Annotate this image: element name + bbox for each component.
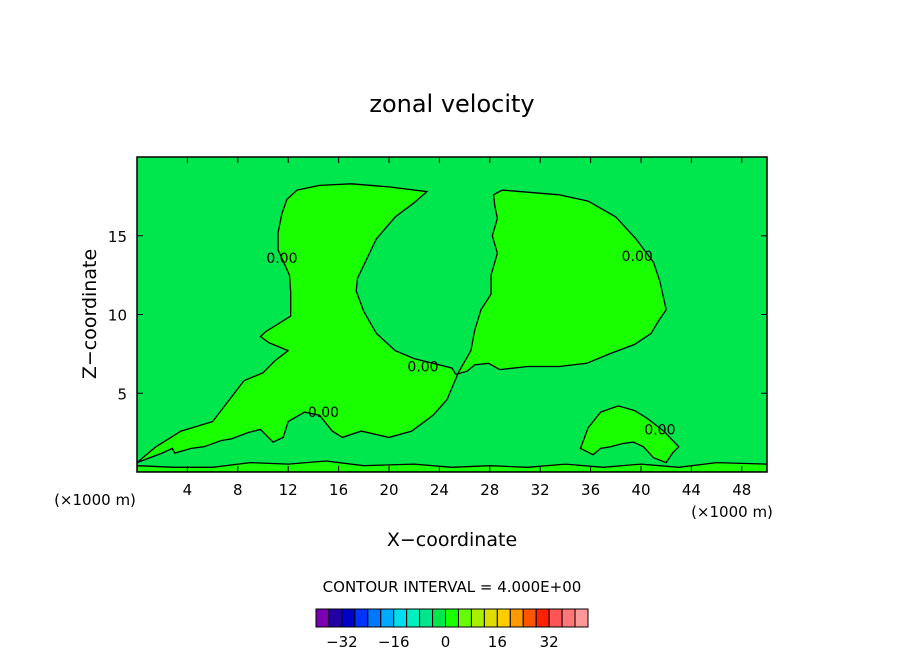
colorbar-swatch — [393, 608, 408, 628]
x-tick-label: 20 — [379, 481, 398, 499]
colorbar-swatch — [445, 608, 459, 628]
colorbar-swatch — [432, 608, 447, 628]
contour-label: 0.00 — [644, 422, 675, 438]
colorbar-swatch — [574, 608, 589, 628]
x-unit-label: (×1000 m) — [691, 503, 773, 521]
colorbar-swatch — [483, 608, 498, 628]
x-tick-label: 12 — [279, 481, 298, 499]
bottom-positive-band — [137, 460, 767, 472]
colorbar-tick-label: 16 — [488, 633, 507, 651]
colorbar-swatch — [470, 608, 485, 628]
x-tick-label: 36 — [581, 481, 600, 499]
x-tick-label: 32 — [531, 481, 550, 499]
x-tick-label: 24 — [430, 481, 449, 499]
x-tick-label: 44 — [682, 481, 701, 499]
colorbar-tick-label: 32 — [540, 633, 559, 651]
colorbar-swatch — [522, 608, 537, 628]
x-tick-label: 48 — [732, 481, 751, 499]
colorbar-swatch — [354, 608, 369, 628]
x-tick-label: 16 — [329, 481, 348, 499]
y-tick-label: 15 — [108, 228, 127, 246]
contour-label: 0.00 — [266, 251, 297, 267]
x-tick-label: 8 — [233, 481, 243, 499]
colorbar-swatch — [535, 608, 550, 628]
colorbar-swatch — [457, 608, 472, 628]
x-axis-label: X−coordinate — [387, 529, 517, 551]
y-tick-label: 5 — [117, 385, 127, 403]
x-tick-label: 4 — [183, 481, 193, 499]
colorbar-swatch — [341, 608, 356, 628]
x-tick-label: 40 — [631, 481, 650, 499]
colorbar-swatch — [328, 608, 343, 628]
left-positive-region — [137, 183, 667, 464]
x-tick-label: 28 — [480, 481, 499, 499]
contour-label: 0.00 — [407, 359, 438, 375]
colorbar-tick-label: 0 — [441, 633, 451, 651]
colorbar-swatch — [509, 608, 524, 628]
colorbar-swatch — [380, 608, 395, 628]
colorbar-swatch — [548, 608, 563, 628]
colorbar-swatch — [315, 608, 330, 628]
colorbar-swatch — [367, 608, 382, 628]
y-axis-label: Z−coordinate — [79, 249, 101, 379]
colorbar-swatch — [561, 608, 576, 628]
colorbar-swatch — [419, 608, 434, 628]
contour-interval-text: CONTOUR INTERVAL = 4.000E+00 — [323, 578, 582, 596]
colorbar-swatch — [406, 608, 421, 628]
y-unit-label: (×1000 m) — [54, 491, 136, 509]
colorbar-tick-label: −32 — [326, 633, 358, 651]
right-positive-region — [579, 405, 680, 464]
contour-label: 0.00 — [622, 249, 653, 265]
y-tick-label: 10 — [108, 307, 127, 325]
colorbar-tick-label: −16 — [378, 633, 410, 651]
chart-title: zonal velocity — [369, 90, 534, 118]
contour-label: 0.00 — [308, 405, 339, 421]
colorbar-swatch — [496, 608, 511, 628]
